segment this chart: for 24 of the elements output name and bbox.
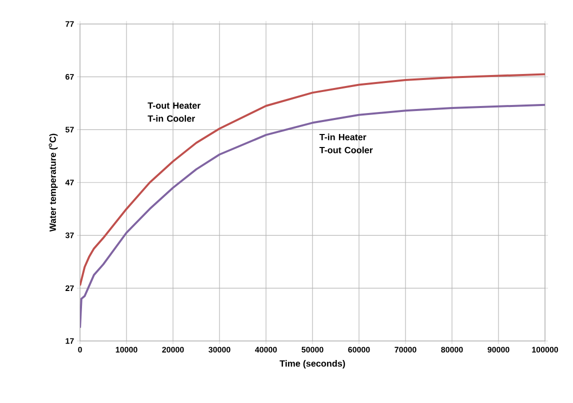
y-axis-title: Water temperature ($^{o}$C) [48,134,58,232]
y-tick-label: 17 [66,338,74,344]
line-series [80,104,545,329]
x-tick-label: 30000 [208,346,230,353]
y-tick-label: 37 [65,232,74,238]
x-tick-label: 0 [78,346,82,353]
x-tick-label: 20000 [162,346,184,353]
x-axis-title: Time (seconds) [280,360,345,368]
y-tick-label: 27 [66,285,74,291]
y-tick-label: 47 [65,180,74,186]
x-tick-label: 70000 [394,346,416,353]
x-tick-label: 100000 [532,346,558,353]
y-tick-label: 77 [66,21,74,27]
x-tick-label: 60000 [348,346,370,353]
x-tick-label: 40000 [255,346,277,353]
x-tick-label: 90000 [488,346,510,353]
x-tick-label: 80000 [441,346,463,353]
line-series [80,73,545,287]
series-label: T-in Heater T-out Cooler [319,134,373,154]
y-tick-label: 57 [65,126,74,132]
series-label: T-out Heater T-in Cooler [148,102,201,122]
x-tick-label: 50000 [302,346,324,353]
y-tick-label: 67 [66,74,74,80]
x-tick-label: 10000 [116,346,138,353]
